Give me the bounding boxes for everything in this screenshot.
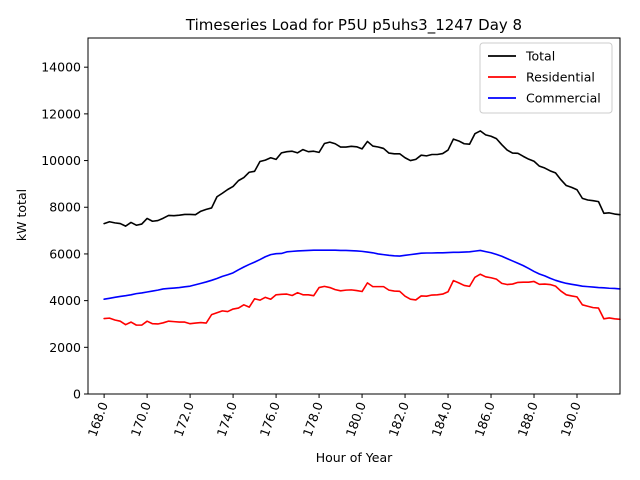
legend-box [479,42,613,114]
y-tick-label: 0 [73,387,81,402]
legend-label-total: Total [525,49,555,64]
series-layer [103,130,621,326]
legend: Total Residential Commercial [479,42,613,114]
y-tick-label: 12000 [41,106,81,121]
y-axis: 0 2000 4000 6000 8000 10000 12000 14000 [41,60,88,402]
y-tick-label: 2000 [49,340,81,355]
legend-label-residential: Residential [526,70,595,85]
series-line-commercial [103,249,621,301]
x-axis-label: Hour of Year [316,450,393,465]
legend-label-commercial: Commercial [526,91,601,106]
series-line-residential [103,273,621,326]
y-tick-label: 10000 [41,153,81,168]
y-axis-label: kW total [14,189,29,241]
plot-frame [87,37,621,395]
y-tick-label: 6000 [49,246,81,261]
y-tick-label: 4000 [49,293,81,308]
series-line-total [103,130,621,227]
chart-title: Timeseries Load for P5U p5uhs3_1247 Day … [185,16,522,35]
y-tick-label: 8000 [49,200,81,215]
y-tick-label: 14000 [41,60,81,75]
